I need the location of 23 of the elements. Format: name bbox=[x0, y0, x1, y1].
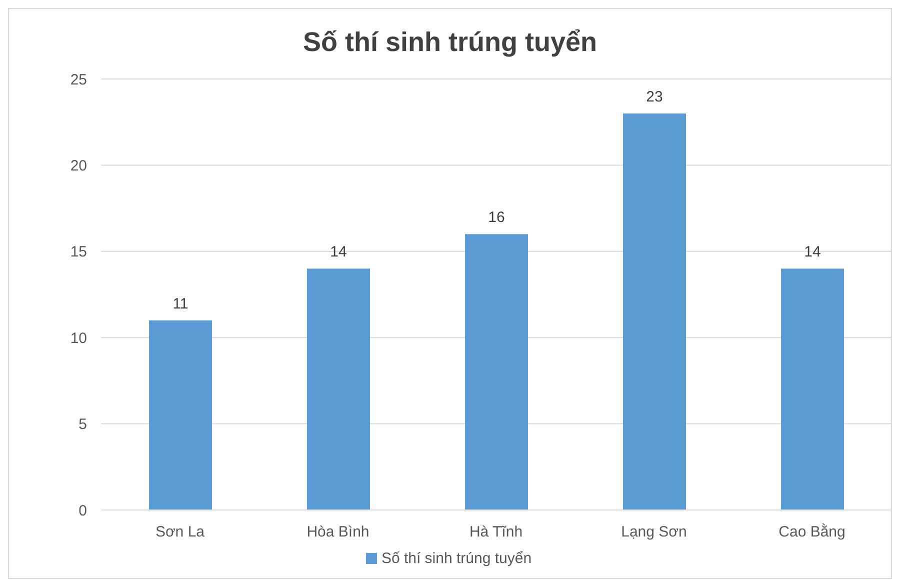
x-tick-label: Sơn La bbox=[155, 524, 206, 541]
bar bbox=[465, 234, 528, 510]
y-tick-label: 0 bbox=[78, 502, 87, 520]
x-tick-label: Lạng Sơn bbox=[621, 524, 687, 541]
y-tick-label: 5 bbox=[78, 416, 87, 434]
data-label: 16 bbox=[488, 209, 505, 226]
bar bbox=[307, 268, 370, 510]
y-tick-label: 20 bbox=[70, 158, 87, 175]
data-label: 11 bbox=[172, 295, 188, 312]
bar bbox=[623, 113, 686, 510]
y-tick-label: 15 bbox=[70, 244, 87, 261]
legend-label: Số thí sinh trúng tuyển bbox=[381, 550, 532, 567]
bar bbox=[149, 320, 212, 510]
chart-title: Số thí sinh trúng tuyển bbox=[302, 26, 598, 59]
x-tick-label: Hà Tĩnh bbox=[469, 524, 523, 541]
data-label: 14 bbox=[330, 244, 347, 261]
x-tick-label: Hòa Bình bbox=[306, 524, 370, 541]
data-label: 23 bbox=[646, 88, 663, 106]
data-label: 14 bbox=[804, 244, 821, 261]
y-tick-label: 10 bbox=[70, 330, 87, 347]
bar bbox=[781, 268, 844, 510]
y-tick-label: 25 bbox=[70, 71, 87, 88]
x-tick-label: Cao Bằng bbox=[778, 522, 846, 541]
